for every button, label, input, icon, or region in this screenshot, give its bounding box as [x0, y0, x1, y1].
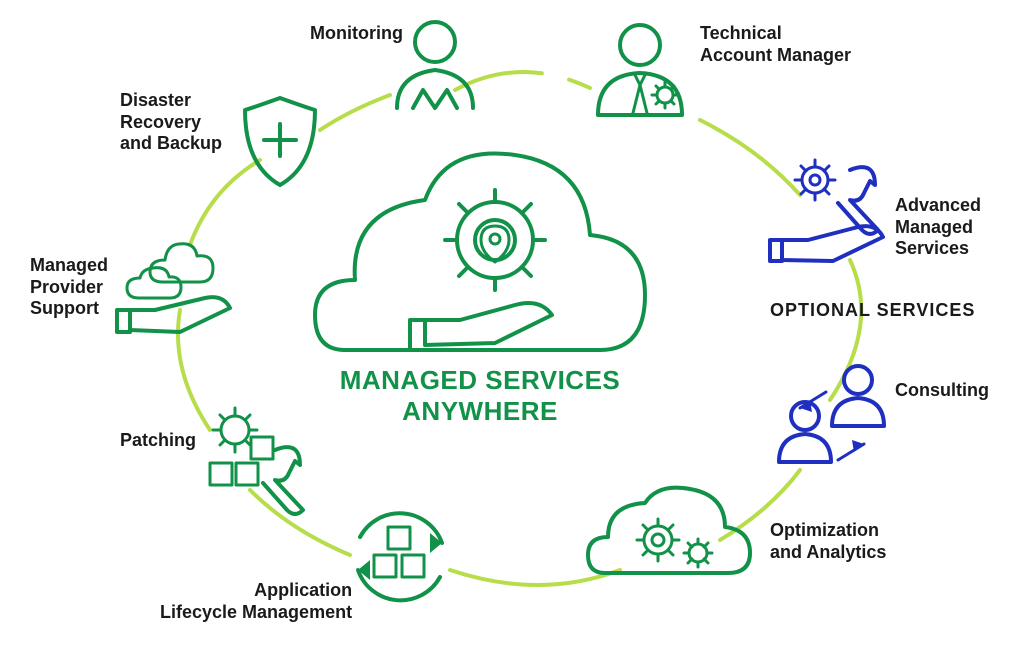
center-cloud-icon [315, 153, 645, 350]
patching-label: Patching [120, 430, 196, 452]
ams-label: Advanced Managed Services [895, 195, 981, 260]
tam-label: Technical Account Manager [700, 23, 851, 66]
consulting-icon [779, 366, 884, 462]
monitoring-label: Monitoring [310, 23, 403, 45]
advanced-managed-services-icon [770, 160, 883, 261]
disaster-recovery-icon [245, 98, 315, 185]
consulting-label: Consulting [895, 380, 989, 402]
optional-services-header: OPTIONAL SERVICES [770, 300, 975, 321]
alm-label: Application Lifecycle Management [160, 580, 352, 623]
monitoring-icon [397, 22, 473, 108]
managed-provider-support-icon [117, 244, 230, 332]
center-title: MANAGED SERVICES ANYWHERE [330, 365, 630, 427]
diagram-stage: .ring { fill:none; stroke:#b7dd4a; strok… [0, 0, 1024, 650]
tam-icon [598, 25, 682, 115]
mps-label: Managed Provider Support [30, 255, 108, 320]
optimization-icon [588, 488, 750, 573]
alm-icon [358, 513, 442, 600]
dr-label: Disaster Recovery and Backup [120, 90, 222, 155]
optimization-label: Optimization and Analytics [770, 520, 886, 563]
